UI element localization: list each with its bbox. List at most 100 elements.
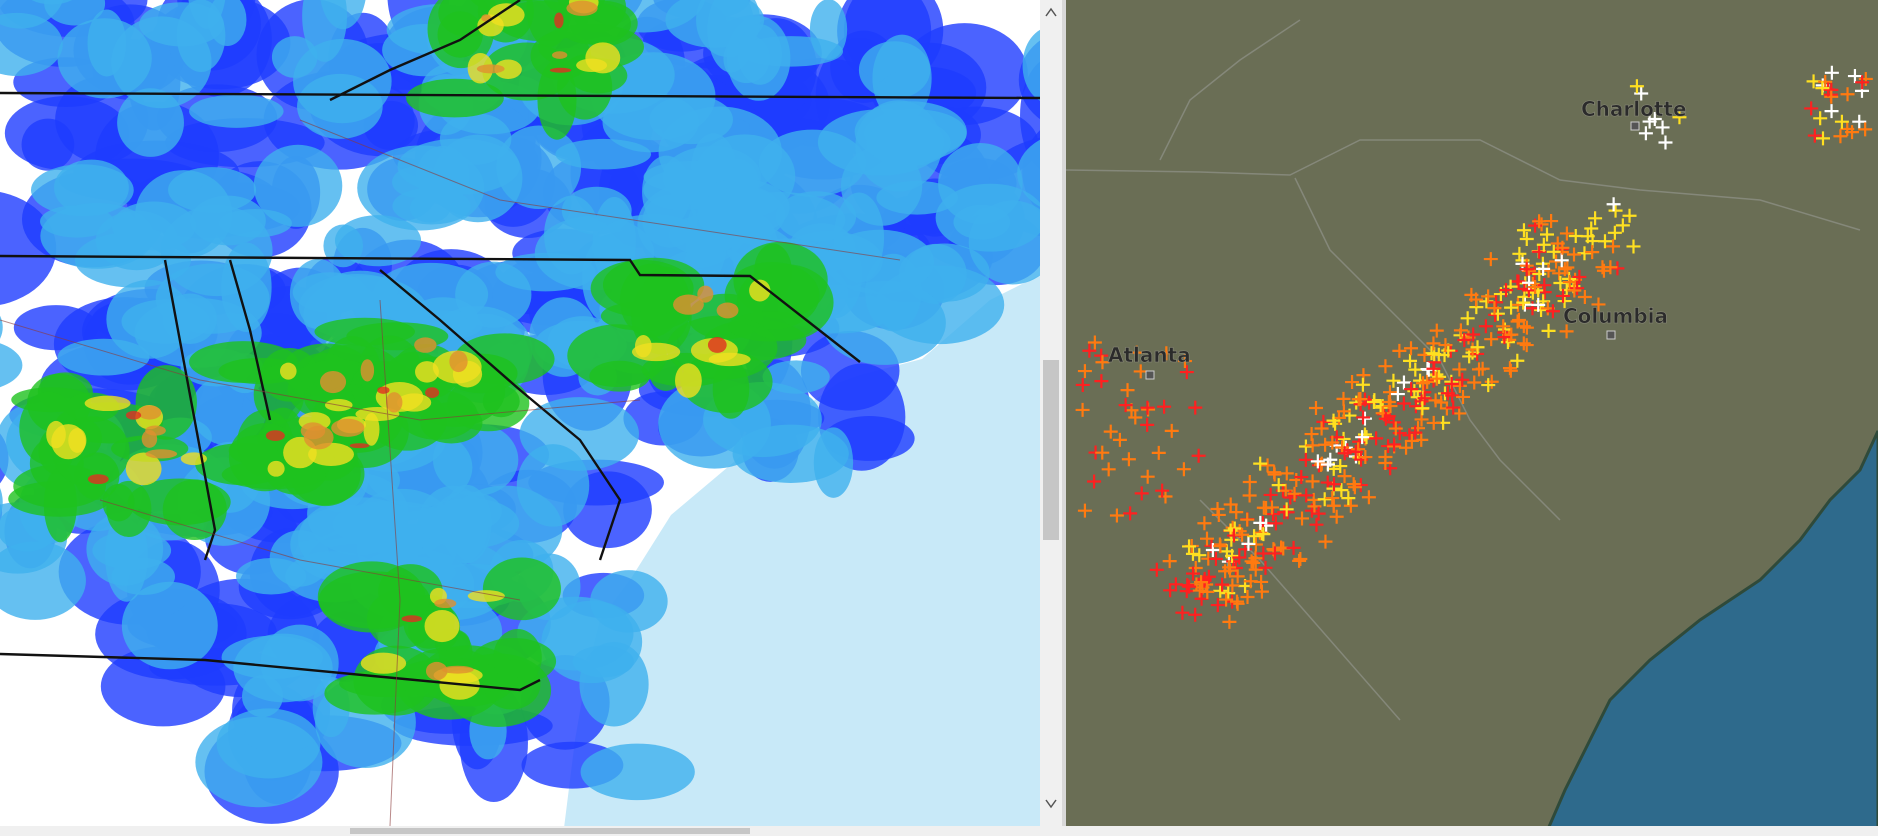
strike [1559,324,1574,339]
echo [44,0,106,26]
strike [1345,375,1360,390]
strike [1404,382,1419,397]
echo [303,425,334,450]
city-label: Charlotte [1581,97,1687,121]
strike [1334,483,1349,498]
echo [707,337,727,353]
echo [455,261,532,328]
strike [1532,214,1547,229]
echo [145,425,166,436]
strike [1094,348,1109,363]
strike [1230,569,1245,584]
strike [1151,445,1166,460]
scroll-up[interactable] [1045,7,1057,17]
strike [1444,377,1459,392]
strike [1133,364,1148,379]
strike [1818,74,1833,89]
echo [125,452,162,486]
strike [1534,217,1549,232]
echo [441,665,474,674]
strike [1157,399,1172,414]
strike [1235,527,1250,542]
echo [84,395,131,412]
divider [1062,0,1066,836]
strike [1610,261,1625,276]
strike [1516,223,1531,238]
echo [519,397,640,471]
strike [1577,290,1592,305]
lightning-strikes [1075,65,1873,629]
echo [318,571,431,629]
strike [1415,401,1430,416]
echo [425,387,440,398]
echo [749,279,771,302]
h-scrollbar[interactable] [0,826,1878,836]
echo [360,652,407,674]
strike [1824,65,1839,80]
city-dot [1630,121,1640,131]
echo [40,203,154,269]
strike [1333,459,1348,474]
echo [221,635,323,680]
strike [1298,452,1313,467]
strike [1128,410,1143,425]
echo [195,716,323,808]
strike [1606,197,1621,212]
scrollbar-thumb[interactable] [1043,360,1059,540]
strike [1552,266,1567,281]
strike [1840,87,1855,102]
strike [1205,543,1220,558]
strike [1532,244,1547,259]
strike [1426,336,1441,351]
echo [0,12,63,76]
strike [1140,469,1155,484]
strike [1188,400,1203,415]
strike [1112,432,1127,447]
echo [833,192,885,283]
strike [1294,470,1309,485]
strike [1555,240,1570,255]
strike [1357,427,1372,442]
city-dot [1606,330,1616,340]
strike [1438,338,1453,353]
echo [501,0,543,2]
strike [1804,101,1819,116]
strike [1462,349,1477,364]
strike [1487,301,1502,316]
echo [434,598,457,609]
strike [1499,283,1514,298]
echo [639,266,691,345]
strike [1094,374,1109,389]
strike [1246,555,1261,570]
strike [1420,374,1435,389]
strike [1075,402,1090,417]
strike [1310,454,1325,469]
echo [580,743,695,801]
echo [938,142,1023,224]
strike [1155,483,1170,498]
strike [1159,346,1174,361]
h-scrollbar-thumb[interactable] [350,828,750,834]
strike [1211,507,1226,522]
strike [1596,263,1611,278]
strike [1519,320,1534,335]
strike [1807,128,1822,143]
echo [482,557,561,621]
strike [1408,425,1423,440]
roads [0,119,901,826]
lightning-panel: Charlotte Atlanta Columbia [1066,0,1878,826]
strike [1177,354,1192,369]
scroll-down[interactable] [1045,799,1057,809]
strike [1516,295,1531,310]
echo [265,430,285,441]
strike [1440,386,1455,401]
strike [1305,438,1320,453]
echo [953,204,1011,240]
strike [1408,362,1423,377]
echo [359,463,401,497]
echo [0,505,58,552]
strike [1232,550,1247,565]
strike [1118,398,1133,413]
